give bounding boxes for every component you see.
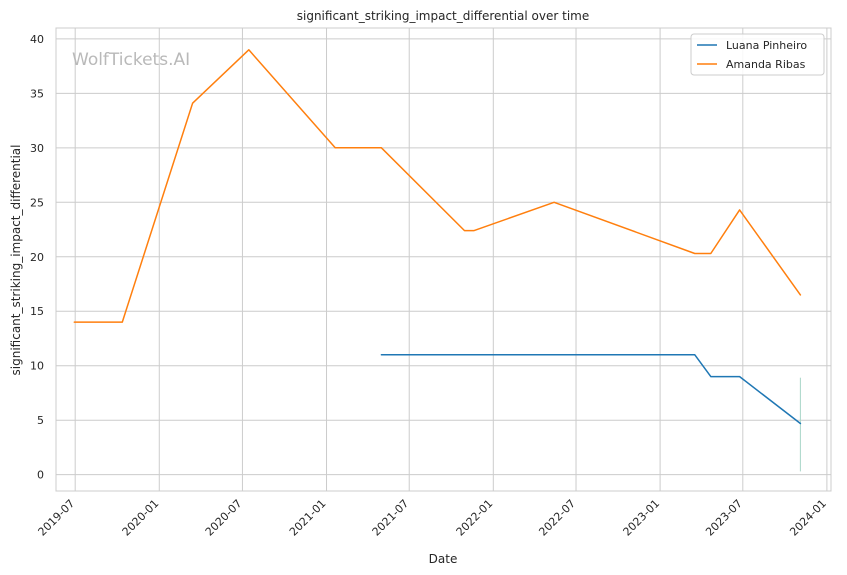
watermark: WolfTickets.AI xyxy=(72,50,190,70)
y-axis-title: significant_striking_impact_differential xyxy=(9,145,23,376)
y-tick-label: 40 xyxy=(30,33,44,46)
legend: Luana Pinheiro Amanda Ribas xyxy=(690,33,825,76)
legend-label-amanda-ribas: Amanda Ribas xyxy=(726,58,806,71)
y-tick-label: 35 xyxy=(30,87,44,100)
series-line-luana-pinheiro xyxy=(380,354,802,425)
y-tick-label: 15 xyxy=(30,305,44,318)
x-axis-title: Date xyxy=(429,552,458,566)
y-tick-label: 5 xyxy=(37,414,44,427)
legend-box xyxy=(690,33,825,76)
series-lines xyxy=(73,49,802,472)
series-line-amanda-ribas xyxy=(73,49,802,323)
y-axis: 0 5 10 15 20 25 30 35 40 xyxy=(30,33,44,482)
y-tick-label: 20 xyxy=(30,251,44,264)
y-tick-label: 30 xyxy=(30,142,44,155)
plot-border xyxy=(55,27,832,492)
y-tick-label: 0 xyxy=(37,469,44,482)
y-tick-label: 10 xyxy=(30,360,44,373)
chart-title: significant_striking_impact_differential… xyxy=(297,9,589,23)
legend-label-luana-pinheiro: Luana Pinheiro xyxy=(726,39,807,52)
y-tick-label: 25 xyxy=(30,196,44,209)
grid-lines xyxy=(56,28,831,491)
plot-frame xyxy=(55,27,832,492)
